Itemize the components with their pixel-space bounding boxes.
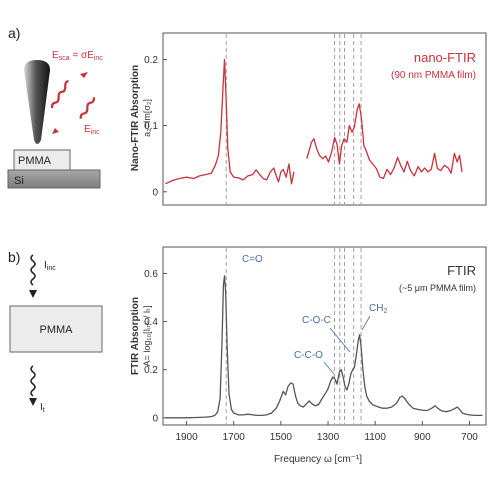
annotation-ch2-pointer: [361, 315, 371, 331]
panel-a-label: a): [8, 25, 20, 41]
chart-b-xtick-label: 1700: [223, 432, 246, 443]
si-substrate-label: Si: [14, 175, 24, 187]
chart-b-xtick-label: 1500: [270, 432, 293, 443]
annotation-coc-pointer: [329, 327, 351, 353]
chart-a-ytick-label: 0: [152, 187, 158, 198]
annotation-co-label: C=O: [242, 254, 263, 265]
chart-b-ytick-label: 0.6: [144, 269, 158, 280]
panel-a-schematic: a) Esca = σEinc Ein: [7, 25, 103, 189]
chart-a-ylabel-line2: a₂=Im[σ₂]: [142, 99, 152, 137]
chart-a-ytick-label: 0.1: [144, 121, 158, 132]
chart-b-yticks: 0 0.2 0.4 0.6: [144, 269, 167, 424]
chart-a: Nano-FTIR Absorption a₂=Im[σ₂] 0 0.1 0.2 n…: [130, 32, 487, 206]
chart-b-spectrum-line: [165, 275, 483, 419]
pmma-slab: [9, 305, 103, 353]
chart-a-frame: [162, 32, 487, 206]
chart-b-ytick-label: 0.2: [144, 365, 158, 376]
chart-b-title: FTIR: [447, 263, 476, 278]
chart-b-xtick-label: 700: [461, 432, 478, 443]
transmitted-intensity-arrow-icon: [29, 365, 37, 406]
si-substrate: [7, 169, 101, 189]
esca-label: Esca = σEinc: [52, 50, 103, 62]
chart-a-subtitle: (90 nm PMMA film): [391, 70, 476, 81]
chart-b-ylabel-line1: FTIR Absorption: [130, 297, 141, 375]
chart-a-series: [165, 58, 463, 185]
annotation-coc: C-O-C: [302, 315, 351, 353]
chart-a-ylabel-line1: Nano-FTIR Absorption: [130, 65, 141, 171]
chart-b-ytick-label: 0: [152, 413, 158, 424]
chart-a-yticks: 0 0.1 0.2: [144, 55, 167, 198]
scattered-field-arrow-icon: [50, 72, 88, 109]
chart-b-xtick-label: 1900: [175, 432, 198, 443]
it-label: It: [40, 402, 45, 414]
panel-b-schematic: b) Iinc PMMA It: [8, 249, 103, 414]
chart-b-subtitle: (~5 μm PMMA film): [399, 283, 476, 293]
iinc-label: Iinc: [44, 260, 56, 272]
chart-b-xtick-label: 1100: [364, 432, 386, 443]
pmma-film-label: PMMA: [18, 155, 52, 167]
annotation-coc-label: C-O-C: [302, 315, 331, 326]
pmma-slab-label: PMMA: [40, 324, 74, 336]
panel-b-label: b): [8, 249, 20, 265]
einc-label: Einc: [84, 124, 100, 136]
chart-b-xlabel: Frequency ω [cm⁻¹]: [274, 454, 362, 465]
chart-a-ytick-label: 0.2: [144, 55, 158, 66]
annotation-ch2: CH2: [361, 303, 387, 331]
chart-a-title: nano-FTIR: [414, 50, 476, 65]
chart-b-ytick-label: 0.4: [144, 317, 158, 328]
chart-a-spectrum-line: [306, 103, 463, 180]
afm-tip-shape: [24, 60, 50, 144]
annotation-cco-pointer: [323, 361, 335, 375]
chart-b-ylabel-line2: A= log₁₀[Iᵢₙᶜ / Iₜ]: [142, 306, 152, 367]
chart-a-spectrum-line: [165, 58, 295, 185]
incident-intensity-arrow-icon: [29, 254, 37, 298]
annotation-cco-label: C-C-O: [294, 350, 323, 361]
annotation-cco: C-C-O: [294, 350, 335, 375]
annotation-co: C=O: [242, 254, 263, 265]
chart-b-xticks: 1900 1700 1500 1300 1100 900 700: [175, 421, 478, 443]
annotation-ch2-label: CH2: [369, 303, 387, 315]
incident-field-arrow-icon: [52, 97, 96, 134]
chart-b-frame: [162, 246, 487, 426]
chart-a-reflines: [225, 34, 362, 204]
chart-b-xtick-label: 1300: [317, 432, 340, 443]
chart-b: FTIR Absorption A= log₁₀[Iᵢₙᶜ / Iₜ] 0 0.2…: [130, 246, 487, 465]
chart-b-reflines: [225, 248, 362, 424]
chart-b-series: [165, 275, 483, 419]
chart-b-xtick-label: 900: [414, 432, 431, 443]
